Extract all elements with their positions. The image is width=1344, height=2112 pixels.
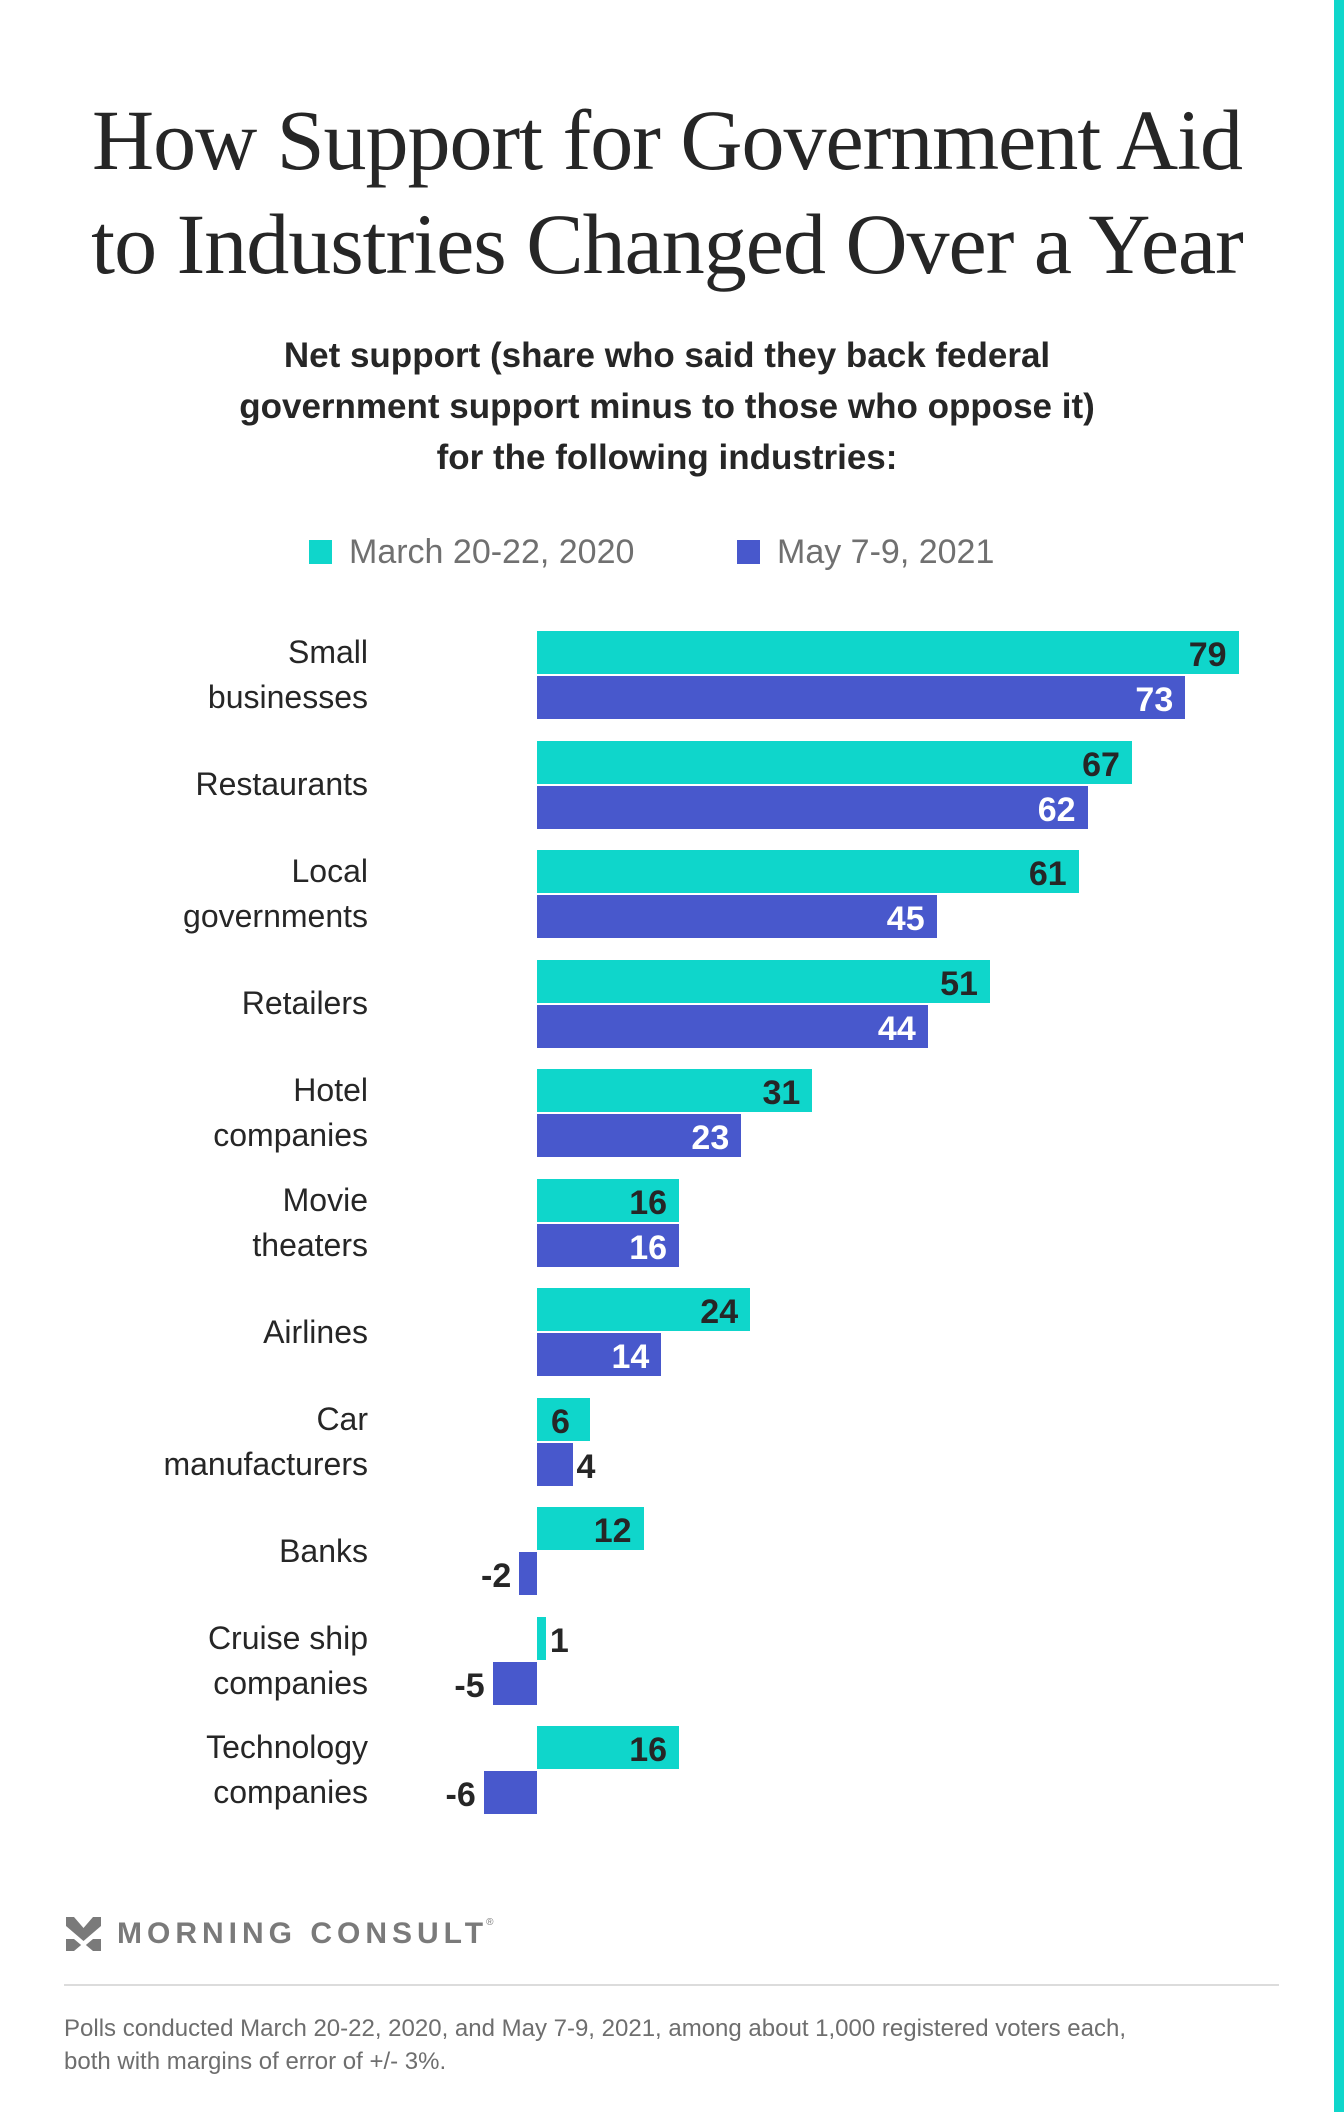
category-label-line: Local bbox=[291, 853, 369, 889]
bar-technology-companies-may-2021 bbox=[483, 1771, 537, 1814]
category-label-line: Movie bbox=[282, 1181, 368, 1218]
data-label-restaurants-may-2021: 62 bbox=[1037, 790, 1076, 829]
chart-title: How Support for Government Aid to Indust… bbox=[0, 88, 1334, 296]
data-label-car-manufacturers-may-2021: 4 bbox=[576, 1447, 596, 1486]
data-label-airlines-march-2020: 24 bbox=[700, 1293, 739, 1331]
data-label-small-businesses-may-2021: 73 bbox=[1135, 681, 1174, 719]
bar-banks-march-2020 bbox=[537, 1507, 644, 1550]
category-label-banks: Banks bbox=[28, 1529, 368, 1574]
bar-chart: Small businesses 79 73 Restaurants 67 62 Local g… bbox=[28, 630, 1239, 1815]
data-label-local-governments-march-2020: 61 bbox=[1028, 855, 1067, 893]
data-label-technology-companies-march-2020: 16 bbox=[629, 1731, 668, 1769]
data-label-cruise-ship-companies-may-2021: -5 bbox=[454, 1666, 485, 1705]
title-line-2: to Industries Changed Over a Year bbox=[91, 196, 1244, 292]
category-label-technology-companies: Technology companies bbox=[28, 1725, 368, 1815]
bar-local-governments-may-2021 bbox=[537, 895, 937, 938]
subtitle-line-2: government support minus to those who op… bbox=[239, 387, 1095, 426]
bar-small-businesses-march-2020 bbox=[537, 631, 1239, 674]
legend-item-may-2021: May 7-9, 2021 bbox=[737, 530, 994, 574]
bar-banks-may-2021 bbox=[519, 1552, 537, 1595]
category-label-car-manufacturers: Car manufacturers bbox=[28, 1397, 368, 1487]
data-label-technology-companies-may-2021: -6 bbox=[445, 1776, 476, 1814]
category-label-cruise-ship-companies: Cruise ship companies bbox=[28, 1616, 368, 1706]
data-label-restaurants-march-2020: 67 bbox=[1082, 745, 1120, 784]
bar-cruise-ship-companies-march-2020 bbox=[537, 1616, 546, 1660]
data-label-cruise-ship-companies-march-2020: 1 bbox=[549, 1621, 569, 1660]
category-label-line: manufacturers bbox=[163, 1445, 368, 1482]
category-label-line: Small bbox=[287, 634, 368, 670]
title-line-1: How Support for Government Aid bbox=[92, 92, 1243, 188]
data-label-retailers-march-2020: 51 bbox=[940, 964, 978, 1003]
bar-hotel-companies-march-2020 bbox=[537, 1069, 813, 1112]
legend-item-march-2020: March 20-22, 2020 bbox=[309, 530, 634, 574]
footnote-line-1: Polls conducted March 20-22, 2020, and M… bbox=[64, 2015, 1126, 2042]
bar-small-businesses-may-2021 bbox=[537, 676, 1186, 719]
chart-legend: March 20-22, 2020 May 7-9, 2021 bbox=[0, 530, 1334, 574]
subtitle-line-1: Net support (share who said they back fe… bbox=[283, 336, 1051, 375]
category-label-line: companies bbox=[213, 1117, 368, 1153]
data-label-hotel-companies-may-2021: 23 bbox=[691, 1119, 730, 1157]
category-label-line: businesses bbox=[207, 679, 368, 715]
category-label-movie-theaters: Movie theaters bbox=[28, 1178, 368, 1268]
legend-label: May 7-9, 2021 bbox=[777, 532, 995, 571]
data-label-airlines-may-2021: 14 bbox=[611, 1338, 650, 1376]
accent-stripe bbox=[1334, 0, 1344, 2112]
bar-local-governments-march-2020 bbox=[537, 850, 1079, 893]
chart-subtitle: Net support (share who said they back fe… bbox=[0, 330, 1334, 483]
category-label-line: Restaurants bbox=[195, 766, 368, 802]
registered-mark: ® bbox=[486, 1917, 494, 1928]
morning-consult-logo: MORNING CONSULT ® bbox=[66, 1917, 493, 1951]
bar-car-manufacturers-may-2021 bbox=[537, 1442, 573, 1486]
bar-retailers-may-2021 bbox=[537, 1004, 928, 1048]
category-label-line: Technology bbox=[206, 1729, 368, 1765]
data-label-retailers-may-2021: 44 bbox=[877, 1009, 916, 1048]
category-label-line: governments bbox=[183, 898, 368, 934]
category-label-retailers: Retailers bbox=[28, 981, 368, 1026]
bar-restaurants-march-2020 bbox=[537, 740, 1132, 784]
data-label-movie-theaters-may-2021: 16 bbox=[629, 1228, 668, 1267]
bar-cruise-ship-companies-may-2021 bbox=[492, 1661, 537, 1705]
category-label-line: Cruise ship bbox=[207, 1619, 368, 1656]
bar-restaurants-may-2021 bbox=[537, 785, 1088, 829]
legend-swatch-teal bbox=[309, 540, 332, 564]
category-label-line: Banks bbox=[279, 1532, 368, 1569]
bar-retailers-march-2020 bbox=[537, 959, 990, 1003]
bar-car-manufacturers-march-2020 bbox=[537, 1397, 591, 1441]
bar-movie-theaters-may-2021 bbox=[537, 1223, 680, 1267]
category-label-line: Retailers bbox=[241, 985, 368, 1021]
category-label-small-businesses: Small businesses bbox=[28, 630, 368, 720]
footnote: Polls conducted March 20-22, 2020, and M… bbox=[64, 2012, 1294, 2078]
bar-technology-companies-march-2020 bbox=[537, 1726, 680, 1769]
data-label-movie-theaters-march-2020: 16 bbox=[629, 1183, 668, 1222]
subtitle-line-3: for the following industries: bbox=[436, 438, 898, 477]
bar-airlines-march-2020 bbox=[537, 1288, 751, 1331]
morning-consult-logo-icon bbox=[66, 1917, 101, 1951]
category-label-restaurants: Restaurants bbox=[28, 762, 368, 807]
data-label-local-governments-may-2021: 45 bbox=[886, 900, 925, 938]
category-label-line: Hotel bbox=[293, 1072, 368, 1108]
footer-divider bbox=[64, 1984, 1279, 1986]
bar-airlines-may-2021 bbox=[537, 1333, 662, 1376]
brand-name: MORNING CONSULT bbox=[117, 1917, 489, 1950]
data-label-small-businesses-march-2020: 79 bbox=[1188, 636, 1227, 674]
category-label-line: Airlines bbox=[263, 1313, 368, 1350]
footnote-line-2: both with margins of error of +/- 3%. bbox=[64, 2048, 447, 2075]
legend-swatch-blue bbox=[737, 540, 760, 564]
category-label-line: companies bbox=[213, 1664, 368, 1701]
category-label-line: theaters bbox=[252, 1226, 368, 1263]
category-label-hotel-companies: Hotel companies bbox=[28, 1068, 368, 1158]
data-label-car-manufacturers-march-2020: 6 bbox=[551, 1402, 570, 1441]
category-label-line: Car bbox=[316, 1400, 368, 1437]
data-label-hotel-companies-march-2020: 31 bbox=[762, 1074, 801, 1112]
data-label-banks-may-2021: -2 bbox=[481, 1557, 512, 1595]
data-label-banks-march-2020: 12 bbox=[593, 1512, 632, 1550]
legend-label: March 20-22, 2020 bbox=[349, 532, 635, 571]
category-label-airlines: Airlines bbox=[28, 1310, 368, 1355]
bar-movie-theaters-march-2020 bbox=[537, 1178, 680, 1222]
bar-hotel-companies-may-2021 bbox=[537, 1114, 742, 1157]
category-label-local-governments: Local governments bbox=[28, 849, 368, 939]
category-label-line: companies bbox=[213, 1774, 368, 1810]
